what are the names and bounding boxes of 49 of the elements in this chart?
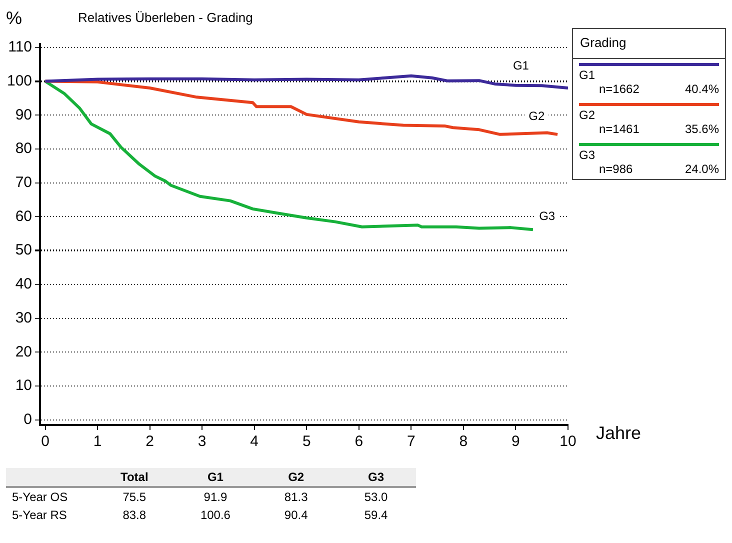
y-tick-label: 70 bbox=[15, 174, 32, 191]
text: 53.0 bbox=[363, 489, 389, 506]
text: 83.8 bbox=[122, 507, 148, 524]
y-tick-label: 30 bbox=[15, 309, 32, 326]
text: 35.6% bbox=[684, 122, 719, 136]
x-tick-label: 1 bbox=[93, 433, 102, 450]
x-axis-title: Jahre bbox=[596, 423, 642, 443]
chart-title: Relatives Überleben - Grading bbox=[78, 10, 253, 25]
y-tick-label: 40 bbox=[15, 276, 32, 293]
text: n=986 bbox=[599, 162, 633, 176]
x-tick-label: 3 bbox=[198, 433, 206, 450]
y-tick-label: 60 bbox=[15, 208, 32, 225]
text: 5-Year RS bbox=[11, 507, 68, 524]
x-tick-label: 9 bbox=[512, 433, 520, 450]
text: 91.9 bbox=[202, 489, 228, 506]
text: 59.4 bbox=[363, 507, 389, 524]
text: 100.6 bbox=[199, 507, 232, 524]
y-tick-label: 50 bbox=[15, 242, 32, 259]
x-tick-label: 7 bbox=[407, 433, 416, 450]
text: 24.0% bbox=[684, 162, 719, 176]
annotation: G1 bbox=[512, 58, 530, 72]
y-tick-label: 90 bbox=[15, 106, 32, 124]
y-tick-label: 110 bbox=[8, 38, 32, 56]
text: G2 bbox=[579, 108, 596, 122]
x-tick-label: 4 bbox=[250, 433, 259, 450]
text: n=1461 bbox=[599, 122, 640, 136]
y-tick-label: 100 bbox=[6, 72, 32, 90]
y-tick-label: 80 bbox=[15, 140, 32, 158]
text: G3 bbox=[579, 148, 596, 162]
x-tick-label: 5 bbox=[302, 433, 311, 450]
x-tick-label: 6 bbox=[354, 433, 364, 450]
text: 40.4% bbox=[684, 82, 719, 96]
legend-title: Grading bbox=[573, 29, 725, 59]
text: n=1662 bbox=[599, 82, 640, 96]
x-tick-label: 0 bbox=[41, 433, 50, 450]
annotation: G2 bbox=[528, 109, 545, 124]
text: 90.4 bbox=[283, 507, 309, 524]
y-tick-label: 10 bbox=[15, 377, 32, 394]
x-tick-label: 2 bbox=[146, 433, 154, 450]
y-axis-title: % bbox=[6, 8, 22, 28]
y-tick-label: 0 bbox=[24, 411, 32, 428]
text: 5-Year OS bbox=[11, 489, 69, 506]
text: 81.3 bbox=[283, 489, 309, 506]
text: 75.5 bbox=[122, 489, 148, 506]
annotation: G3 bbox=[539, 209, 556, 224]
y-tick-label: 20 bbox=[15, 343, 32, 360]
x-tick-label: 8 bbox=[459, 433, 468, 450]
series-label: G1 bbox=[579, 68, 596, 82]
x-tick-label: 10 bbox=[560, 433, 576, 450]
